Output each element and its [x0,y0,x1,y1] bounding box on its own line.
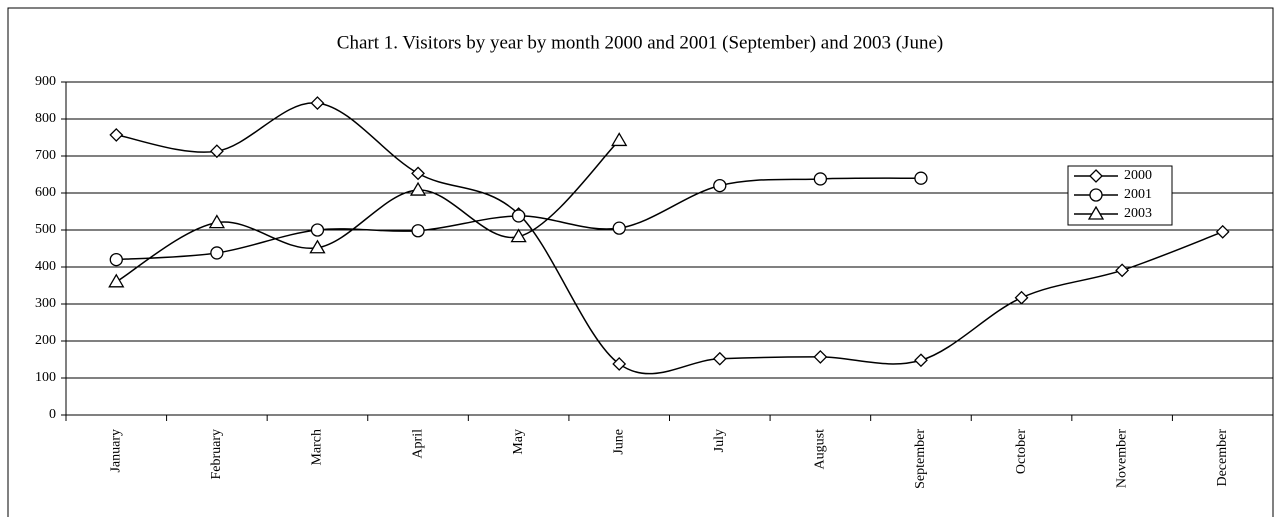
y-tick-label: 900 [35,74,56,89]
data-point [310,223,325,237]
x-tick-label: February [209,429,224,480]
data-point [411,224,425,238]
x-tick-label: September [913,429,928,489]
data-point [209,144,224,159]
data-point [310,96,325,111]
x-tick-label: December [1215,429,1230,487]
x-tick-label: November [1114,429,1129,488]
chart-title: Chart 1. Visitors by year by month 2000 … [337,32,943,53]
data-point [309,239,326,254]
data-point [510,228,527,243]
data-point [712,351,727,366]
y-tick-label: 700 [35,148,56,163]
x-tick-label: July [712,429,727,452]
data-point [813,172,828,186]
data-point [612,221,626,235]
data-point [411,166,425,181]
y-tick-label: 0 [49,407,56,422]
legend-label: 2003 [1124,206,1152,221]
y-tick-label: 600 [35,185,56,200]
data-point [914,353,928,368]
data-point [1014,290,1029,305]
legend-label: 2000 [1124,168,1152,183]
legend-marker [1087,205,1105,220]
data-point [409,181,427,196]
data-point [914,171,928,185]
x-tick-label: October [1014,429,1029,474]
y-tick-label: 400 [35,259,56,274]
data-point [511,209,526,223]
x-tick-label: April [410,429,425,459]
x-tick-label: March [310,429,325,466]
y-tick-label: 800 [35,111,56,126]
chart-border [7,7,1274,517]
data-point [208,214,226,229]
y-tick-label: 300 [35,296,56,311]
legend-label: 2001 [1124,187,1152,202]
y-tick-label: 500 [35,222,56,237]
x-tick-label: May [511,429,526,455]
data-point [813,349,828,364]
data-point [612,357,627,371]
y-tick-label: 100 [35,370,56,385]
legend-marker [1089,188,1103,202]
data-point [109,252,123,267]
data-point [1115,263,1130,278]
data-point [611,132,628,147]
data-point [210,246,224,260]
data-point [713,178,727,193]
data-point [109,127,124,142]
data-point [1215,224,1230,239]
x-tick-label: June [611,429,626,455]
x-tick-label: January [109,429,124,473]
data-point [108,273,125,288]
y-tick-label: 200 [35,333,56,348]
legend-marker [1089,169,1103,183]
x-tick-label: August [813,429,828,470]
